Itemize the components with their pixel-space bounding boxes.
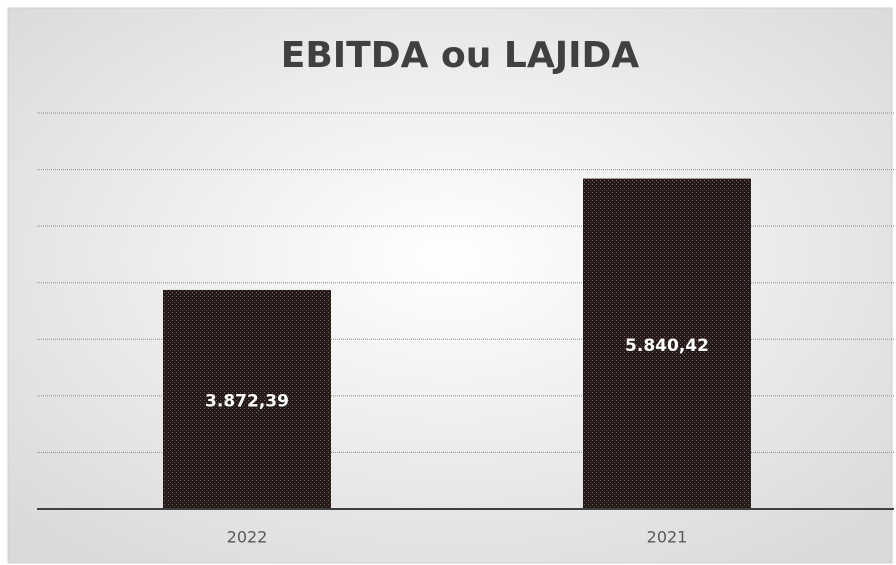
chart-background (7, 7, 893, 564)
data-label: 5.840,42 (625, 336, 709, 356)
chart-title: EBITDA ou LAJIDA (281, 35, 640, 76)
bar (163, 289, 331, 509)
x-tick-label: 2022 (227, 528, 268, 547)
data-label: 3.872,39 (205, 391, 289, 411)
x-tick-label: 2021 (647, 528, 688, 547)
bar (583, 178, 751, 509)
